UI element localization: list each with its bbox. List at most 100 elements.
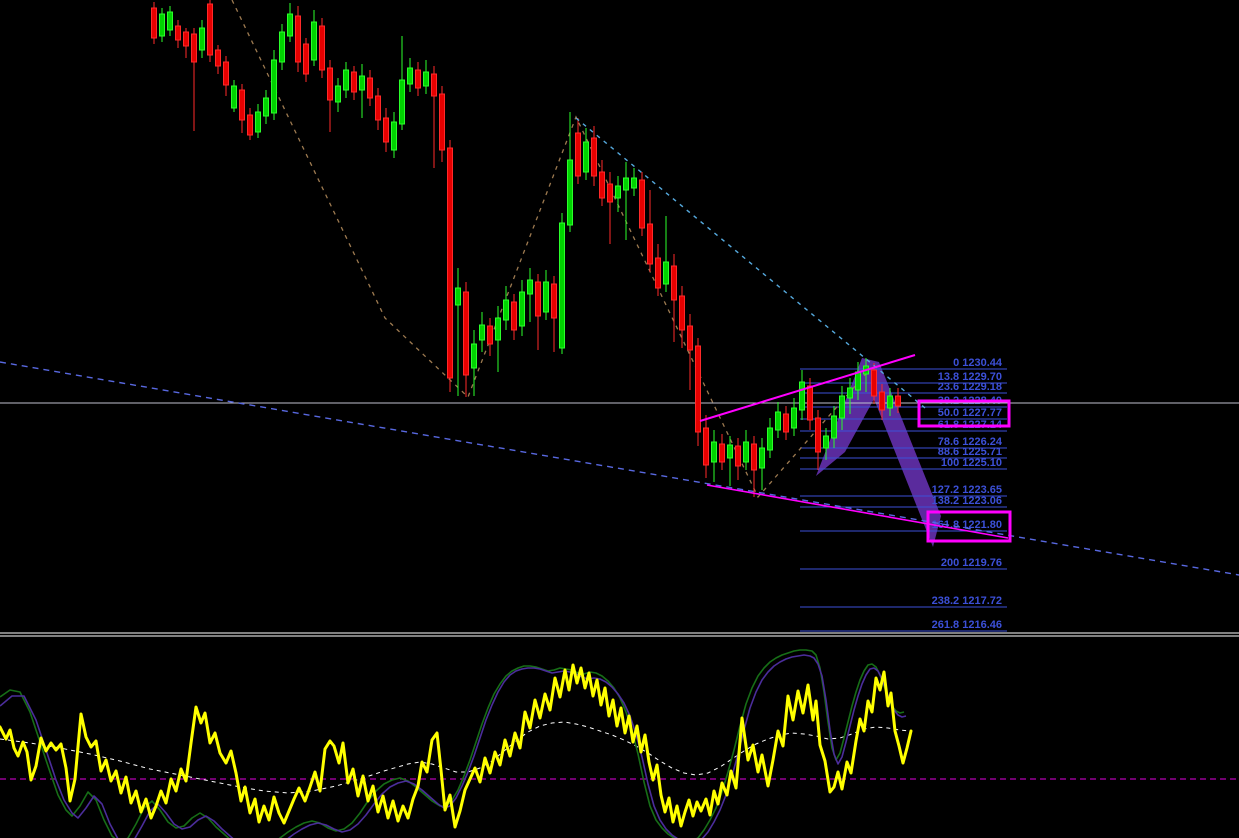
zigzag-dashed-line[interactable] [231,0,872,499]
candle-body [335,85,341,103]
candle-body [839,395,845,419]
candle-body [207,3,213,56]
oscillator-purple-line [0,654,907,838]
candle-body [439,93,445,151]
candle-body [743,441,749,463]
candle-body [239,89,245,121]
candle-body [711,441,717,463]
candle-body [167,11,173,31]
candle-body [463,291,469,376]
candle-bull [471,330,477,396]
candle-bear [295,6,301,72]
fib-level-label-23.6: 23.6 1229.18 [938,381,1002,393]
candle-bull [527,268,533,322]
highlight-box-161[interactable] [926,510,1012,543]
candle-bear [871,363,877,404]
candle-bear [223,56,229,96]
candlestick-series [151,0,901,497]
candle-bear [191,28,197,131]
blue-dashed-trendline[interactable] [0,361,1239,576]
candle-bear [447,140,453,392]
candle-bear [487,318,493,356]
candle-bear [607,172,613,244]
candle-bear [895,388,901,413]
candle-bear [439,86,445,162]
candle-bear [183,28,189,58]
candle-bull [519,280,525,336]
candle-body [887,395,893,409]
candle-bull [399,36,405,130]
harmonic-pattern-shape[interactable] [816,358,941,547]
candle-body [615,185,621,199]
candle-body [655,257,661,289]
candle-bear [879,384,885,420]
candle-body [647,223,653,265]
candle-body [687,325,693,351]
candle-bull [271,50,277,120]
magenta-rising-trendline[interactable] [699,354,916,422]
candle-bull [743,430,749,470]
candle-bull [391,112,397,158]
candle-bull [335,78,341,112]
candle-body [151,7,157,39]
candle-body [199,27,205,51]
candle-body [255,111,261,133]
candle-bull [847,378,853,414]
candle-bear [327,60,333,132]
candle-bear [735,438,741,480]
candle-body [231,85,237,109]
candle-body [183,31,189,47]
candle-body [631,177,637,189]
cyan-dashed-trendline[interactable] [575,117,926,409]
candle-bear [599,160,605,206]
fib-level-label-88.6: 88.6 1225.71 [938,446,1002,458]
candle-bull [279,24,285,70]
candle-body [639,179,645,229]
candle-bull [623,162,629,240]
fib-level-label-238.2: 238.2 1217.72 [932,595,1002,607]
candle-bear [375,88,381,130]
candle-body [311,21,317,61]
candle-bull [543,270,549,320]
fib-level-label-161.8: 161.8 1221.80 [932,519,1002,531]
candle-bull [791,398,797,436]
candle-body [519,291,525,327]
candle-body [855,371,861,391]
magenta-falling-trendline[interactable] [706,484,1009,539]
candle-bear [719,434,725,470]
candle-body [799,381,805,411]
candle-body [375,95,381,121]
candle-bear [639,172,645,236]
candle-body [479,324,485,341]
candle-bear [703,415,709,478]
candle-bull [263,90,269,124]
candle-bull [727,436,733,486]
candle-bull [839,386,845,430]
candle-bull [615,176,621,212]
candle-bull [167,6,173,36]
candle-body [367,77,373,99]
candle-bull [479,312,485,352]
candle-bull [343,62,349,98]
candle-bear [175,20,181,48]
candle-body [671,265,677,301]
candle-body [503,299,509,321]
candle-body [423,71,429,87]
candle-body [279,31,285,63]
fib-level-label-78.6: 78.6 1226.24 [938,436,1003,448]
candle-bear [367,70,373,106]
candle-body [775,411,781,431]
candle-bear [815,410,821,470]
candle-bear [687,314,693,390]
candle-body [495,317,501,341]
oscillator-panel [0,649,1239,838]
candle-bear [591,126,597,186]
highlight-box-50[interactable] [917,399,1011,428]
candle-body [871,369,877,397]
candle-bull [423,60,429,94]
candle-body [431,73,437,97]
candle-body [191,33,197,63]
candle-body [815,417,821,453]
